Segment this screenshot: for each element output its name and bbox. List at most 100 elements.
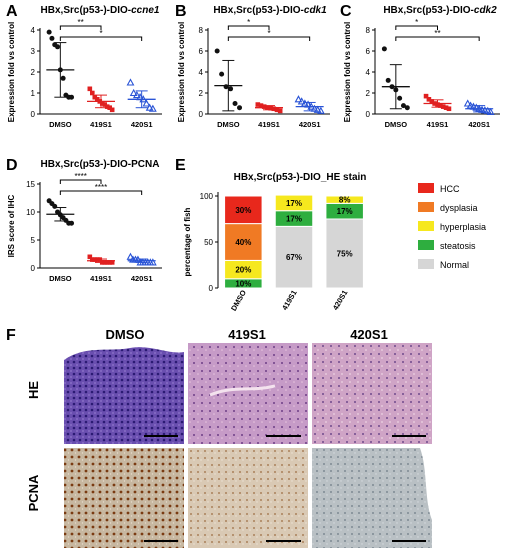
legend-swatch: [418, 240, 434, 250]
pcna-image-419s1: [188, 448, 308, 548]
data-label: 20%: [235, 266, 251, 275]
data-point: [69, 94, 75, 100]
data-point: [258, 103, 264, 108]
data-point: [92, 94, 98, 100]
data-point: [261, 104, 267, 109]
data-point: [440, 104, 446, 109]
data-label: 17%: [286, 215, 302, 224]
histology-row-he: HE: [26, 381, 41, 399]
bar-segment: [274, 194, 314, 212]
he-image-dmso: [64, 343, 184, 444]
chart-title-prefix: HBx,Src(p53-)-DIO-: [41, 5, 132, 16]
x-tick-label: 420S1: [331, 289, 350, 312]
data-label: 8%: [339, 196, 351, 205]
legend-swatch: [418, 202, 434, 212]
data-point: [438, 103, 443, 108]
significance-bracket: [395, 36, 480, 41]
significance-label: **: [434, 29, 440, 38]
y-tick-label: 8: [199, 26, 204, 35]
data-point: [214, 48, 220, 54]
data-point: [237, 105, 243, 111]
data-point: [255, 102, 261, 107]
data-label: 17%: [286, 199, 302, 208]
data-label: 17%: [337, 207, 353, 216]
histology-row-pcna: PCNA: [26, 474, 41, 511]
y-tick-label: 6: [366, 47, 371, 56]
data-point: [94, 97, 100, 102]
y-tick-label: 0: [209, 284, 214, 293]
data-point: [219, 71, 225, 77]
chart-title-prefix: HBx,Src(p53-)-DIO-: [383, 5, 474, 16]
chart-title: HBx,Src(p53-)-DIO-PCNA: [41, 159, 160, 170]
y-tick-label: 2: [199, 89, 204, 98]
data-point: [69, 220, 75, 226]
y-tick-label: 2: [31, 68, 36, 77]
y-tick-label: 0: [366, 110, 371, 119]
data-point: [107, 105, 112, 110]
x-tick-label: DMSO: [217, 120, 240, 129]
chart-title-gene: cdk2: [474, 5, 497, 16]
panel-letter-f: F: [6, 327, 16, 344]
data-point: [277, 108, 283, 114]
legend-label: HCC: [440, 184, 460, 194]
x-tick-label: DMSO: [49, 274, 72, 283]
data-point: [274, 107, 280, 113]
chart-panel-b: HBx,Src(p53-)-DIO-cdk1 0 2 4 6 8 Expression fo…: [177, 5, 330, 129]
data-point: [126, 78, 135, 86]
significance-bracket: [59, 179, 102, 184]
chart-panel-d: HBx,Src(p53-)-DIO-PCNA 0 5 10 15 IRS score of…: [7, 159, 162, 283]
significance-label: *: [247, 18, 250, 27]
significance-bracket: [227, 36, 311, 41]
significance-label: ****: [95, 183, 107, 192]
data-point: [142, 99, 151, 107]
legend-label: Normal: [440, 260, 469, 270]
data-point: [104, 104, 110, 109]
data-point: [132, 90, 141, 99]
histology-column-420s1: 420S1: [350, 327, 388, 342]
data-point: [49, 35, 55, 41]
significance-label: *: [415, 18, 418, 27]
data-point: [423, 93, 429, 99]
data-point: [148, 104, 157, 112]
x-tick-label: 420S1: [131, 120, 153, 129]
histology-panel: DMSO 419S1 420S1 HE PCNA: [26, 327, 432, 548]
x-tick-label: 419S1: [90, 120, 112, 129]
significance-label: ****: [74, 172, 86, 181]
legend-label: hyperplasia: [440, 222, 486, 232]
data-point: [381, 46, 387, 52]
x-tick-label: 419S1: [280, 289, 299, 312]
chart-title-gene: ccne1: [131, 5, 160, 16]
y-tick-label: 4: [199, 68, 204, 77]
legend-label: dysplasia: [440, 203, 478, 213]
chart-title-prefix: HBx,Src(p53-)-DIO-PCNA: [41, 159, 160, 170]
chart-title: HBx,Src(p53-)-DIO_HE stain: [234, 172, 367, 183]
x-tick-label: 419S1: [90, 274, 112, 283]
significance-bracket: [227, 25, 270, 30]
y-tick-label: 8: [366, 26, 371, 35]
y-tick-label: 100: [200, 192, 214, 201]
he-image-420s1: [312, 343, 432, 444]
x-tick-label: 420S1: [299, 120, 321, 129]
data-point: [90, 90, 95, 96]
chart-panel-c: HBx,Src(p53-)-DIO-cdk2 0 2 4 6 8 Expression fo…: [343, 5, 500, 129]
data-label: 10%: [235, 279, 251, 288]
data-point: [294, 95, 303, 103]
data-point: [385, 77, 391, 83]
y-tick-label: 1: [31, 89, 36, 98]
data-point: [400, 103, 406, 109]
significance-bracket: [59, 36, 143, 41]
legend-swatch: [418, 221, 434, 231]
data-point: [313, 105, 322, 113]
y-axis-label: Expression fold vs control: [7, 22, 16, 122]
x-tick-label: DMSO: [49, 120, 72, 129]
bar-segment: [224, 223, 263, 261]
data-point: [107, 260, 112, 265]
chart-title-gene: cdk1: [304, 5, 327, 16]
significance-label: **: [78, 18, 84, 27]
x-tick-label: DMSO: [229, 288, 248, 312]
y-tick-label: 0: [31, 110, 36, 119]
significance-label: *: [99, 29, 102, 38]
y-tick-label: 0: [31, 264, 36, 273]
data-point: [297, 97, 306, 105]
